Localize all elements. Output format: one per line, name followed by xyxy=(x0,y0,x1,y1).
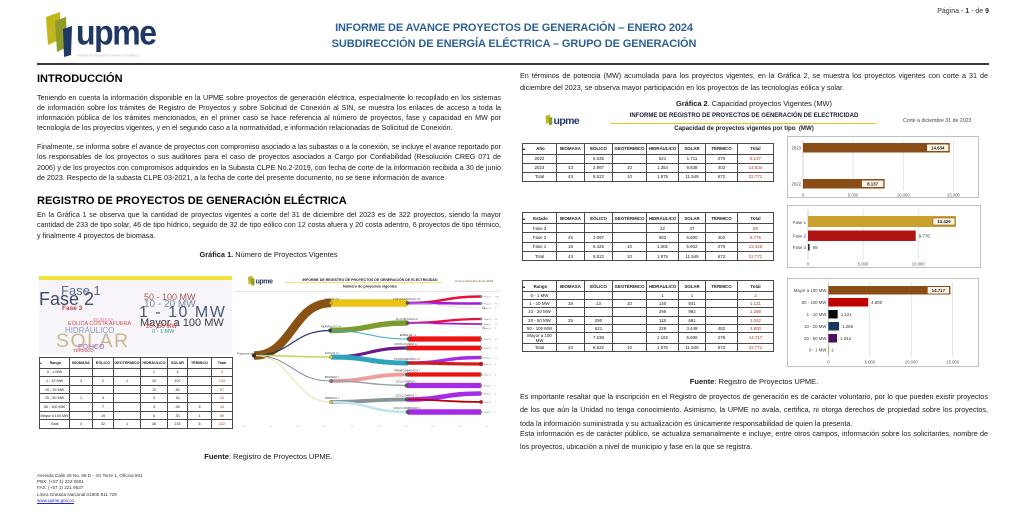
svg-text:Fase 3: Fase 3 xyxy=(484,402,491,404)
svg-text:Número de proyectos vigentes: Número de proyectos vigentes xyxy=(343,285,397,289)
svg-text:12: 12 xyxy=(495,339,498,341)
svg-text:28: 28 xyxy=(495,319,498,321)
svg-text:TÉRMICO 6: TÉRMICO 6 xyxy=(325,395,340,400)
svg-text:Fase 3: Fase 3 xyxy=(484,328,491,330)
svg-text:1: 1 xyxy=(495,402,497,404)
svg-text:12: 12 xyxy=(495,348,498,350)
svg-text:2: 2 xyxy=(831,348,834,353)
svg-text:CICLO SIMPLE 2: CICLO SIMPLE 2 xyxy=(395,380,417,384)
svg-text:4: 4 xyxy=(495,375,497,377)
svg-text:0: 0 xyxy=(827,360,830,365)
svg-text:CICLO SIMPLE 4: CICLO SIMPLE 4 xyxy=(395,394,417,398)
svg-text:Fase 1: Fase 1 xyxy=(484,375,491,377)
svg-text:Fase 1: Fase 1 xyxy=(793,220,807,225)
svg-text:1 - 10 MW: 1 - 10 MW xyxy=(807,312,828,317)
svg-text:10 - 20 MW: 10 - 20 MW xyxy=(804,324,827,329)
svg-text:14.634: 14.634 xyxy=(931,145,945,150)
svg-text:5.000: 5.000 xyxy=(848,193,859,198)
svg-text:7: 7 xyxy=(495,308,497,310)
svg-text:Fase 1: Fase 1 xyxy=(484,339,491,341)
svg-text:1.288: 1.288 xyxy=(842,324,854,329)
svg-text:6: 6 xyxy=(495,364,497,366)
svg-text:9.776: 9.776 xyxy=(919,234,931,239)
svg-text:10.000: 10.000 xyxy=(905,360,918,365)
svg-text:SOLAR 233: SOLAR 233 xyxy=(325,297,340,301)
svg-text:BIOMASA 6: BIOMASA 6 xyxy=(325,375,340,379)
svg-text:Corte a diciembre 31 de 2023: Corte a diciembre 31 de 2023 xyxy=(455,279,493,283)
svg-text:78: 78 xyxy=(495,304,498,306)
svg-text:upme: upme xyxy=(554,115,580,127)
svg-text:Fase 3: Fase 3 xyxy=(793,245,807,250)
svg-text:Mayor a 100 MW: Mayor a 100 MW xyxy=(794,288,828,293)
svg-text:Fase 2: Fase 2 xyxy=(484,386,491,388)
svg-text:Fase 3: Fase 3 xyxy=(484,308,491,310)
svg-text:2023: 2023 xyxy=(791,146,801,151)
svg-text:Fase 2: Fase 2 xyxy=(484,412,491,414)
svg-text:69: 69 xyxy=(813,245,818,250)
svg-text:Fase 2: Fase 2 xyxy=(484,324,491,326)
svg-text:8.137: 8.137 xyxy=(867,181,879,186)
svg-text:COSTA AFUERA 12: COSTA AFUERA 12 xyxy=(394,342,419,346)
svg-text:EÓLICO 32: EÓLICO 32 xyxy=(325,350,339,355)
svg-text:Unidad de Planeación Minero En: Unidad de Planeación Minero Energética xyxy=(77,54,139,58)
svg-text:Fase 1: Fase 1 xyxy=(484,319,491,321)
svg-text:10.000: 10.000 xyxy=(912,262,925,267)
svg-text:0: 0 xyxy=(807,262,810,267)
svg-text:5.000: 5.000 xyxy=(858,262,869,267)
svg-text:EMBALSE 12: EMBALSE 12 xyxy=(400,333,417,337)
svg-text:3: 3 xyxy=(495,328,497,330)
svg-text:TÉRMICA/BAGAZO 4: TÉRMICA/BAGAZO 4 xyxy=(394,368,421,373)
svg-text:CICLO COMBINADO 2: CICLO COMBINADO 2 xyxy=(393,406,421,410)
svg-text:Fase 2: Fase 2 xyxy=(793,234,807,239)
svg-text:INFORME DE REGISTRO DE PROYECT: INFORME DE REGISTRO DE PROYECTOS DE GENE… xyxy=(302,277,438,282)
svg-text:Fase 3: Fase 3 xyxy=(484,364,491,366)
svg-text:5.000: 5.000 xyxy=(865,360,876,365)
svg-text:upme: upme xyxy=(76,14,156,53)
svg-text:10.000: 10.000 xyxy=(897,193,910,198)
svg-text:1.121: 1.121 xyxy=(841,312,853,317)
svg-text:15: 15 xyxy=(495,324,498,326)
svg-text:0 - 1 MW: 0 - 1 MW xyxy=(809,348,827,353)
svg-text:148: 148 xyxy=(495,297,499,299)
svg-text:Fase 1: Fase 1 xyxy=(484,297,491,299)
svg-text:20 - 50 MW: 20 - 50 MW xyxy=(804,336,827,341)
svg-text:COSTA ADENTRO 20: COSTA ADENTRO 20 xyxy=(394,357,421,361)
svg-text:Proyectos vigentes 322: Proyectos vigentes 322 xyxy=(237,351,265,355)
svg-text:14: 14 xyxy=(495,358,498,360)
svg-text:0: 0 xyxy=(802,193,805,198)
svg-text:FILO DE AGUA 34: FILO DE AGUA 34 xyxy=(396,317,419,321)
svg-text:13.426: 13.426 xyxy=(937,219,951,224)
svg-text:Fase 2: Fase 2 xyxy=(484,358,491,360)
svg-text:Fase 1: Fase 1 xyxy=(484,348,491,350)
svg-text:2022: 2022 xyxy=(791,182,801,187)
svg-text:50 - 100 MW: 50 - 100 MW xyxy=(802,300,828,305)
svg-text:4.800: 4.800 xyxy=(871,300,883,305)
svg-text:15.000: 15.000 xyxy=(946,360,959,365)
svg-text:3: 3 xyxy=(495,394,497,396)
svg-text:HIDRÁULICO 46: HIDRÁULICO 46 xyxy=(321,325,342,329)
svg-text:FOTOVOLTAICOS 233: FOTOVOLTAICOS 233 xyxy=(393,297,421,301)
svg-text:15.000: 15.000 xyxy=(947,193,960,198)
svg-text:upme: upme xyxy=(256,279,274,286)
svg-text:Fase 2: Fase 2 xyxy=(484,304,491,306)
svg-text:2: 2 xyxy=(495,386,497,388)
svg-text:Fase 2: Fase 2 xyxy=(484,394,491,396)
svg-text:1.042: 1.042 xyxy=(840,336,852,341)
svg-text:2: 2 xyxy=(495,412,497,414)
svg-text:14.717: 14.717 xyxy=(932,288,946,293)
